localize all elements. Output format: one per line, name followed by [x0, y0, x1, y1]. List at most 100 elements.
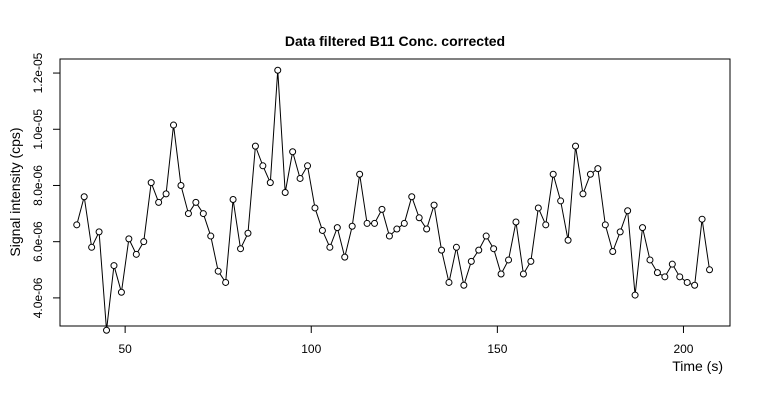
data-point — [676, 273, 684, 281]
data-point — [348, 222, 356, 230]
x-tick-label: 200 — [673, 342, 693, 356]
data-point — [385, 232, 393, 240]
data-point — [132, 250, 140, 258]
data-point — [706, 266, 714, 274]
data-point — [497, 270, 505, 278]
x-tick-label: 100 — [301, 342, 321, 356]
y-tick-label: 4.0e-06 — [31, 277, 45, 318]
data-point — [266, 179, 274, 187]
data-point — [311, 204, 319, 212]
data-point — [207, 232, 215, 240]
data-point — [88, 243, 96, 251]
data-point — [110, 262, 118, 270]
data-point — [691, 281, 699, 289]
data-point — [80, 193, 88, 201]
x-axis-label: Time (s) — [672, 358, 723, 374]
data-point — [274, 66, 282, 74]
data-point — [103, 326, 111, 334]
data-point — [438, 246, 446, 254]
x-axis: 50 100 150 200 — [118, 325, 694, 356]
data-point — [192, 198, 200, 206]
data-point — [326, 243, 334, 251]
data-point — [460, 281, 468, 289]
data-point — [639, 224, 647, 232]
data-point — [646, 256, 654, 264]
data-point — [117, 288, 125, 296]
data-point — [378, 205, 386, 213]
data-point — [363, 219, 371, 227]
y-axis: 4.0e-06 6.0e-06 8.0e-06 1.0e-05 1.2e-05 — [31, 52, 61, 318]
y-axis-label: Signal intensity (cps) — [7, 127, 23, 256]
data-point — [653, 269, 661, 277]
data-point — [400, 219, 408, 227]
data-point — [177, 181, 185, 189]
data-point — [683, 278, 691, 286]
data-point — [281, 189, 289, 196]
data-point — [184, 210, 192, 218]
data-point — [668, 260, 676, 268]
data-point — [170, 121, 178, 129]
data-point — [415, 214, 423, 222]
data-point — [237, 245, 245, 253]
data-point — [423, 225, 431, 233]
data-point — [296, 174, 304, 182]
data-point — [482, 232, 490, 240]
data-point — [586, 170, 594, 178]
data-point — [542, 221, 550, 229]
data-point — [341, 253, 349, 261]
data-point — [318, 226, 326, 234]
y-tick-label: 6.0e-06 — [31, 221, 45, 262]
data-point — [527, 257, 535, 265]
data-point — [661, 273, 669, 281]
data-point — [445, 278, 453, 286]
data-point — [698, 215, 706, 223]
data-point — [594, 165, 602, 173]
data-point — [601, 221, 609, 229]
data-point — [572, 142, 580, 150]
data-point — [393, 225, 401, 233]
data-point — [289, 148, 297, 156]
chart-title: Data filtered B11 Conc. corrected — [285, 33, 505, 49]
data-point — [549, 170, 557, 178]
y-tick-label: 1.0e-05 — [31, 109, 45, 150]
x-tick-label: 150 — [487, 342, 507, 356]
data-point — [333, 224, 341, 232]
data-point — [73, 221, 81, 229]
data-point — [251, 142, 259, 150]
data-point — [356, 170, 364, 178]
data-point — [125, 235, 133, 243]
x-tick-label: 50 — [118, 342, 132, 356]
data-point — [244, 229, 252, 237]
data-point — [624, 207, 632, 215]
data-point — [214, 267, 222, 275]
data-point — [557, 197, 565, 205]
data-point — [95, 228, 103, 236]
data-point — [631, 291, 639, 299]
data-point — [534, 204, 542, 212]
data-point — [371, 219, 379, 227]
data-point — [475, 246, 483, 254]
data-point — [519, 270, 527, 278]
data-points — [73, 66, 714, 334]
data-point — [140, 238, 148, 246]
data-point — [512, 218, 520, 226]
data-point — [199, 210, 207, 218]
data-point — [304, 162, 312, 170]
data-point — [579, 190, 587, 198]
data-point — [564, 236, 572, 244]
data-point — [155, 198, 163, 206]
data-point — [229, 196, 237, 204]
data-point — [147, 179, 155, 187]
data-point — [505, 256, 513, 264]
y-tick-label: 1.2e-05 — [31, 52, 45, 93]
data-point — [609, 248, 617, 256]
data-point — [259, 162, 267, 170]
data-point — [452, 243, 460, 251]
y-tick-label: 8.0e-06 — [31, 165, 45, 206]
data-point — [408, 193, 416, 201]
data-point — [162, 190, 170, 198]
data-point — [490, 245, 498, 253]
data-point — [222, 278, 230, 286]
